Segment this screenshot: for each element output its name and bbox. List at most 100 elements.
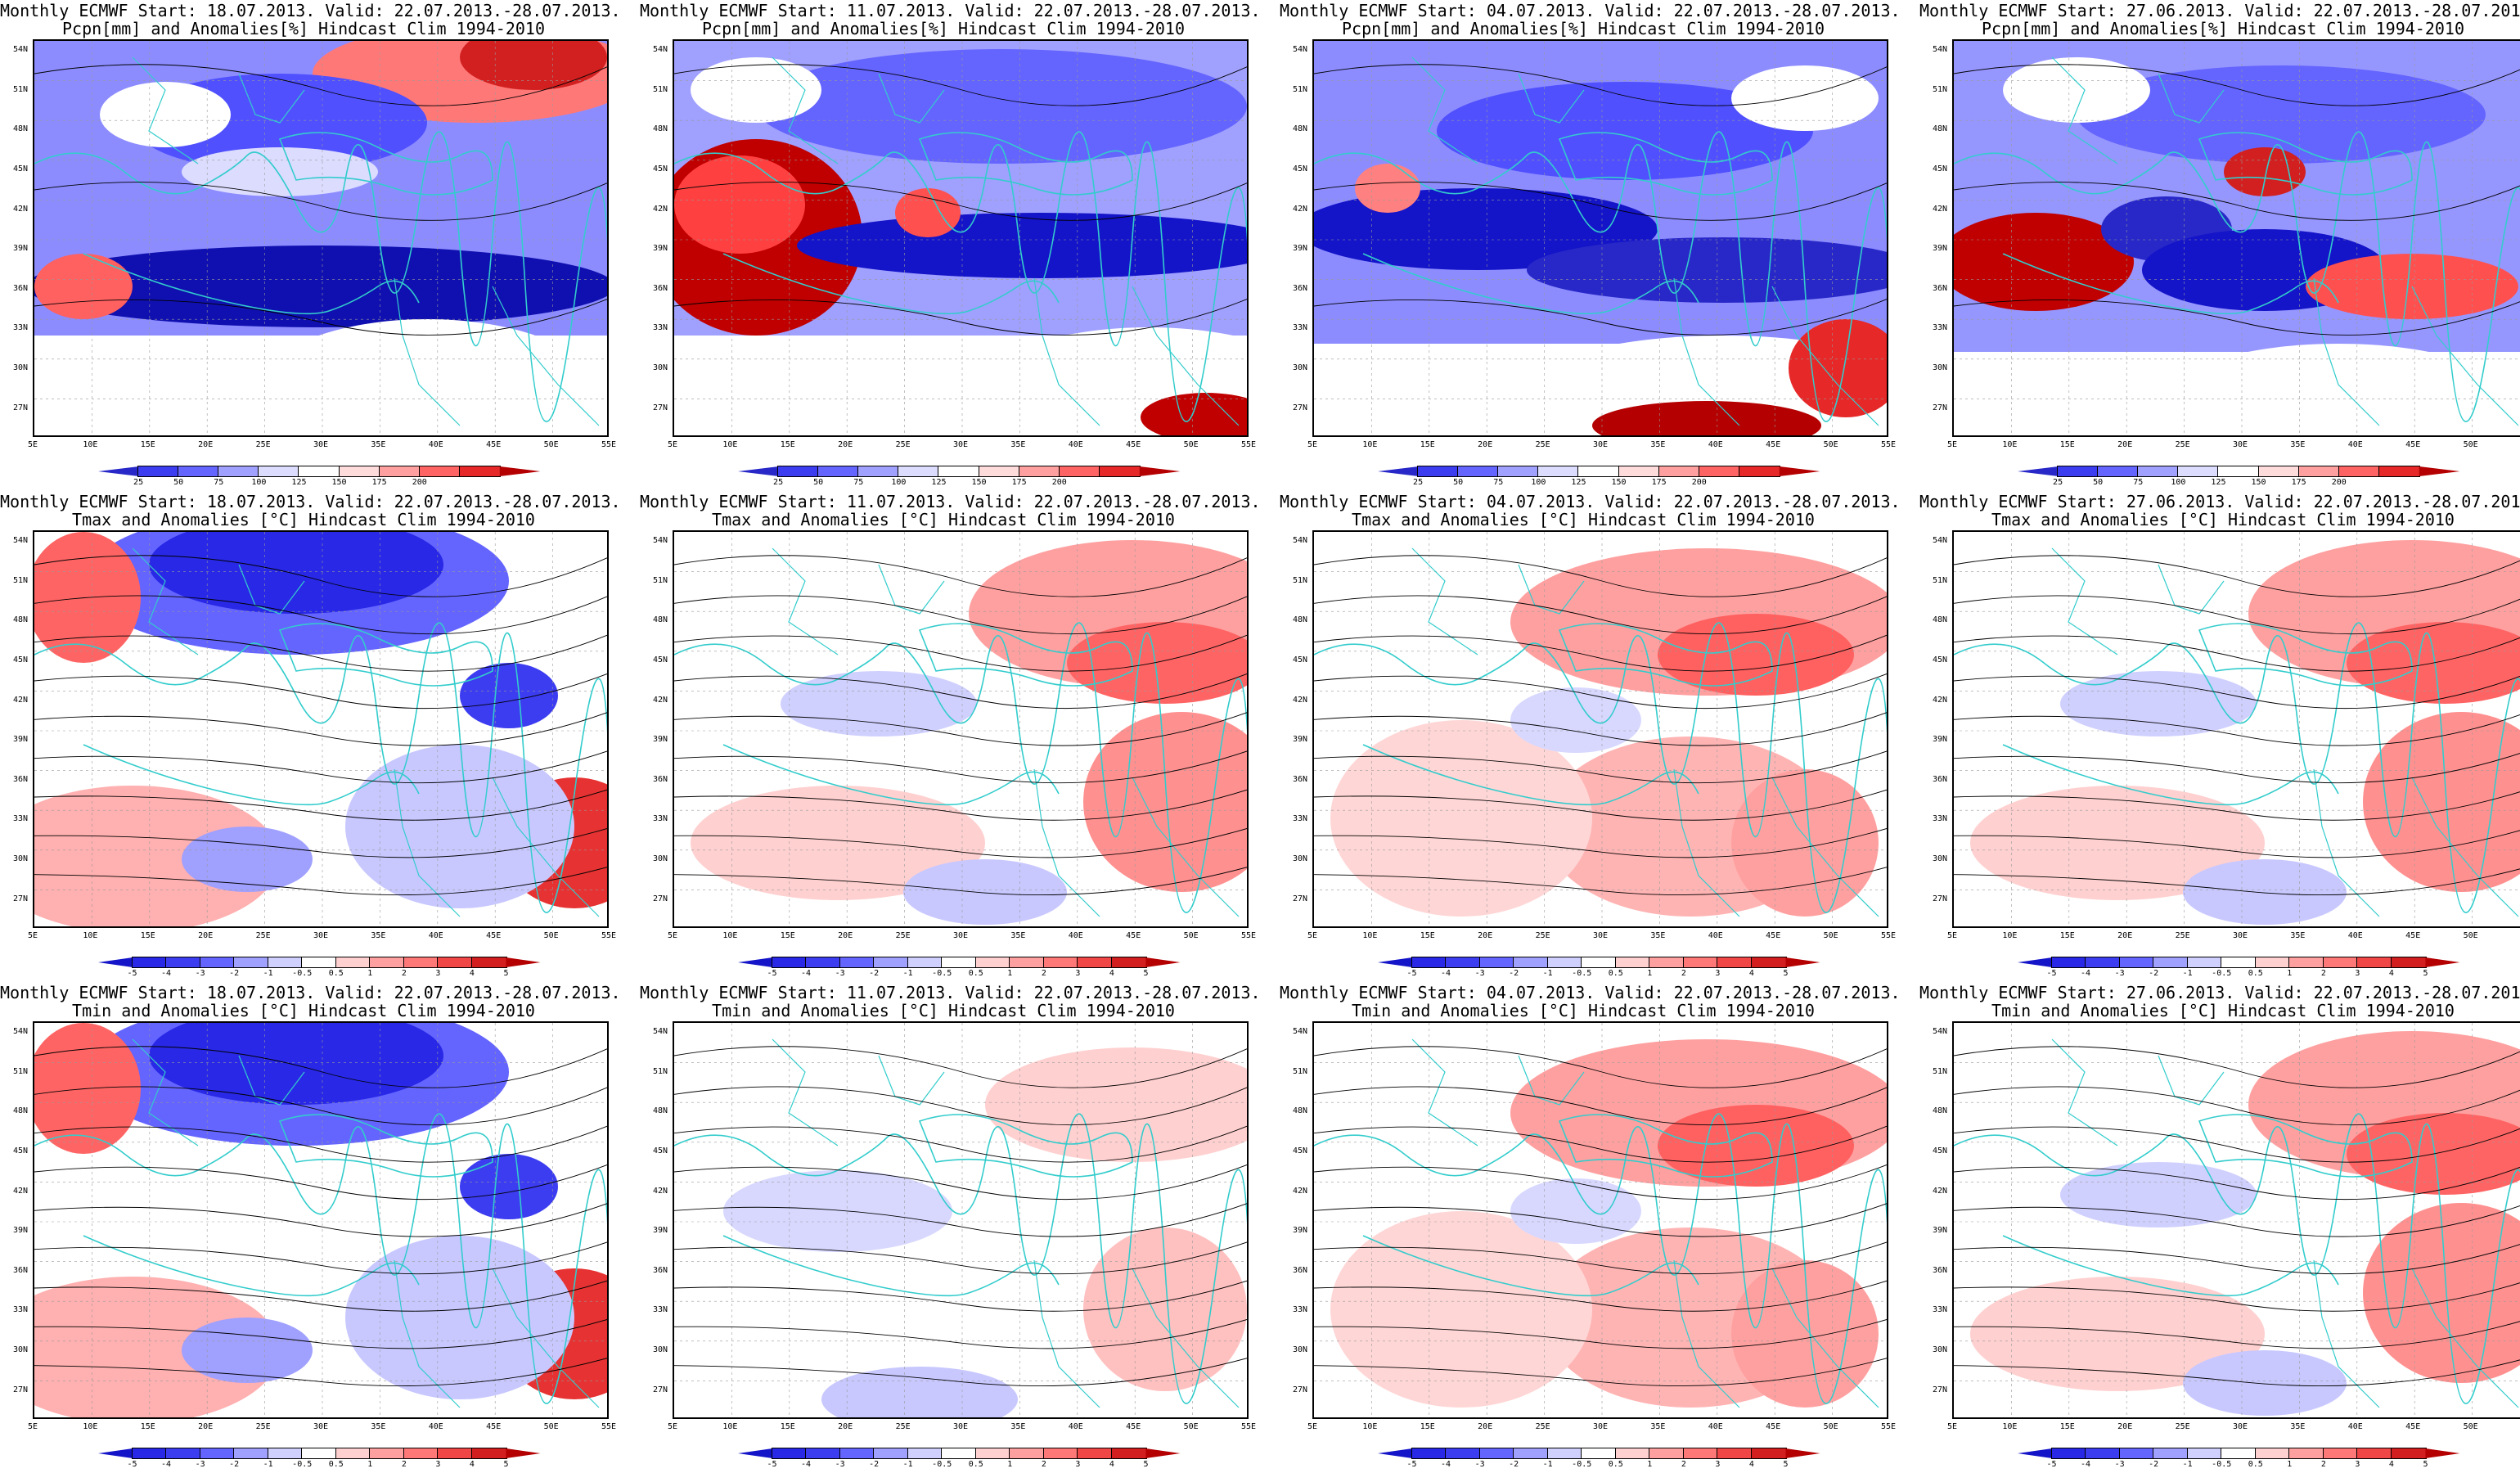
lat-label: 42N: [12, 695, 28, 705]
lat-label: 27N: [1292, 1385, 1307, 1394]
colorbar-tick-label: 2: [1041, 969, 1046, 978]
colorbar-tick-label: -4: [1441, 1460, 1451, 1469]
lon-label: 10E: [2002, 440, 2018, 449]
lat-label: 27N: [652, 894, 668, 903]
colorbar-tick-label: -2: [869, 969, 880, 978]
colorbar-tick-label: 175: [1651, 478, 1667, 487]
colorbar-swatch: [2338, 466, 2381, 477]
map-area: [1952, 39, 2520, 437]
lon-label: 50E: [1183, 1422, 1199, 1431]
colorbar-tick-label: -1: [263, 969, 273, 978]
colorbar-swatch: [1785, 957, 1820, 967]
colorbar-swatch: [338, 466, 381, 477]
lon-label: 40E: [1708, 440, 1723, 449]
colorbar-swatch: [165, 1448, 202, 1459]
lon-label: 15E: [2059, 931, 2075, 940]
lon-label: 55E: [1240, 931, 1257, 940]
lon-label: 55E: [2512, 931, 2520, 940]
map-area: [1312, 1021, 1888, 1419]
lon-label: 55E: [1240, 440, 1257, 449]
panel-title-line1: Monthly ECMWF Start: 04.07.2013. Valid: …: [1280, 1, 1901, 20]
lon-label: 5E: [667, 1422, 678, 1431]
lon-label: 45E: [1126, 1422, 1141, 1431]
colorbar-swatch: [1614, 957, 1651, 968]
lon-label: 10E: [83, 931, 98, 940]
lon-label: 35E: [2290, 440, 2306, 449]
colorbar-tick-label: 1: [1007, 969, 1013, 978]
colorbar-tick-label: -5: [127, 969, 137, 978]
colorbar-swatch: [1139, 466, 1181, 476]
colorbar-swatch: [1018, 466, 1061, 477]
colorbar-swatch: [1546, 1448, 1583, 1459]
colorbar-swatch: [233, 1448, 270, 1459]
colorbar-swatch: [378, 466, 421, 477]
lon-label: 55E: [2512, 1422, 2520, 1431]
lon-label: 15E: [780, 440, 795, 449]
colorbar-swatch: [2221, 1448, 2257, 1459]
lat-label: 39N: [1292, 735, 1307, 745]
colorbar-swatch: [1750, 1448, 1787, 1459]
colorbar-swatch: [1717, 957, 1753, 968]
colorbar-swatch: [499, 466, 541, 476]
lat-label: 30N: [1292, 363, 1307, 373]
lon-label: 10E: [1362, 440, 1378, 449]
colorbar-swatch: [301, 1448, 338, 1459]
panel-title-line2: Tmax and Anomalies [°C] Hindcast Clim 19…: [1991, 510, 2455, 529]
colorbar-swatch: [1649, 1448, 1685, 1459]
lon-label: 10E: [2002, 1422, 2018, 1431]
lat-label: 45N: [1292, 655, 1307, 665]
lat-label: 45N: [1932, 655, 1947, 665]
colorbar-swatch: [267, 1448, 304, 1459]
lon-label: 50E: [1823, 440, 1838, 449]
map-field: [1954, 1023, 2520, 1417]
colorbar-swatch: [2018, 957, 2053, 967]
lat-label: 36N: [12, 283, 28, 293]
colorbar-swatch: [2186, 957, 2223, 968]
colorbar-swatch: [233, 957, 270, 968]
temperature-colorbar: -5 -4 -3 -2 -1 -0.5 0.5 1 2 3 4 5: [1378, 1448, 1820, 1473]
lon-label: 15E: [780, 931, 795, 940]
colorbar-tick-label: 25: [133, 478, 144, 487]
colorbar-swatch: [1698, 466, 1741, 477]
lat-label: 33N: [652, 814, 668, 824]
lat-label: 48N: [1932, 615, 1947, 625]
colorbar-tick-label: 0.5: [1608, 1460, 1623, 1469]
lat-label: 36N: [1292, 774, 1307, 784]
colorbar-swatch: [1682, 957, 1719, 968]
colorbar-swatch: [2356, 957, 2393, 968]
forecast-panel-p22: Monthly ECMWF Start: 04.07.2013. Valid: …: [1280, 982, 1901, 1473]
lon-label: 20E: [2117, 931, 2133, 940]
colorbar-tick-label: 1: [1007, 1460, 1013, 1469]
lat-label: 54N: [652, 536, 668, 546]
colorbar-swatch: [1098, 466, 1141, 477]
temperature-colorbar: -5 -4 -3 -2 -1 -0.5 0.5 1 2 3 4 5: [98, 957, 541, 982]
colorbar-tick-label: -3: [2114, 1460, 2125, 1469]
colorbar-swatch: [1750, 957, 1787, 968]
colorbar-swatch: [437, 957, 474, 968]
temperature-colorbar: -5 -4 -3 -2 -1 -0.5 0.5 1 2 3 4 5: [98, 1448, 541, 1473]
lat-label: 30N: [12, 854, 28, 864]
lat-label: 39N: [1292, 1226, 1307, 1236]
lat-label: 42N: [1932, 204, 1947, 214]
lat-label: 54N: [652, 45, 668, 55]
colorbar-tick-label: -5: [127, 1460, 137, 1469]
colorbar-swatch: [2288, 957, 2325, 968]
colorbar-tick-label: -4: [1441, 969, 1451, 978]
colorbar-tick-label: 125: [931, 478, 947, 487]
colorbar-swatch: [1145, 1448, 1181, 1458]
colorbar-swatch: [199, 1448, 236, 1459]
map-area: [673, 530, 1249, 928]
lon-label: 55E: [1240, 1422, 1257, 1431]
colorbar-swatch: [1110, 1448, 1147, 1459]
colorbar-tick-label: -2: [869, 1460, 880, 1469]
map-field: [1314, 41, 1887, 435]
lat-label: 51N: [652, 84, 668, 94]
colorbar-tick-label: -5: [2046, 969, 2057, 978]
lat-label: 51N: [1932, 1066, 1947, 1076]
colorbar-swatch: [369, 1448, 406, 1459]
lat-label: 48N: [1292, 124, 1307, 134]
colorbar-swatch: [738, 466, 779, 476]
colorbar-swatch: [974, 957, 1011, 968]
lon-label: 30E: [313, 1422, 329, 1431]
colorbar-tick-label: 5: [1783, 969, 1789, 978]
